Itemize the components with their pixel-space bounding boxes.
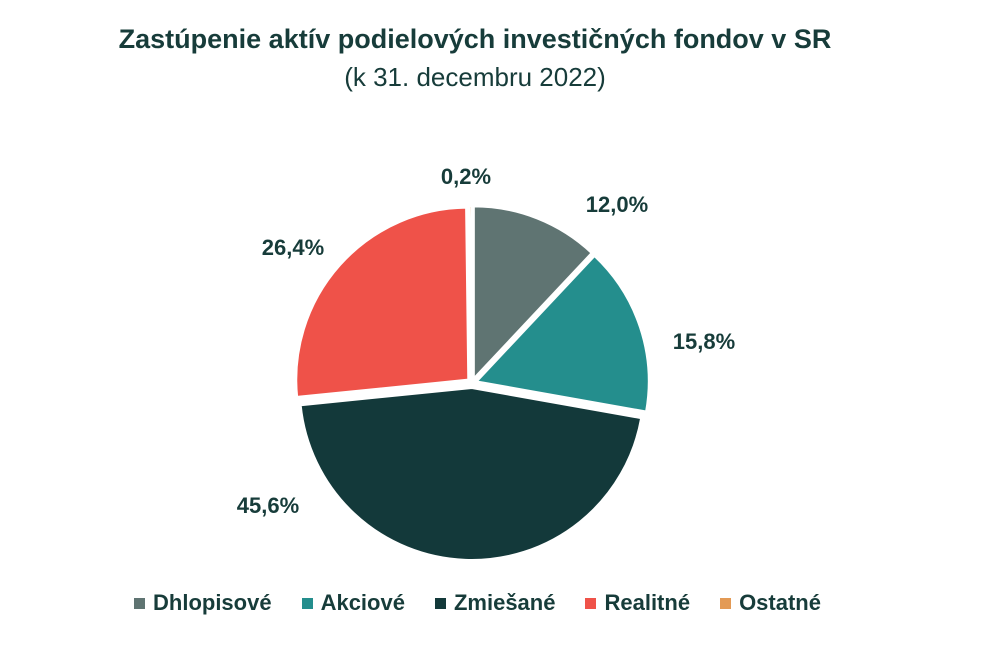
legend-item-ostatné: Ostatné — [720, 590, 821, 616]
pie-slice-ostatné — [468, 204, 473, 379]
data-label-dhlopisové: 12,0% — [586, 192, 648, 217]
legend-label: Akciové — [320, 590, 405, 615]
legend-label: Realitné — [604, 590, 691, 615]
chart-subtitle: (k 31. decembru 2022) — [344, 62, 606, 92]
legend-item-akciové: Akciové — [301, 590, 405, 616]
legend-swatch — [585, 597, 597, 609]
chart-title-block: Zastúpenie aktív podielových investičnýc… — [0, 20, 950, 95]
legend-item-zmiešané: Zmiešané — [434, 590, 556, 616]
legend-label: Dhlopisové — [153, 590, 272, 615]
legend-label: Zmiešané — [453, 590, 556, 615]
legend-swatch — [301, 597, 313, 609]
pie-slice-zmiešané — [299, 386, 643, 561]
legend-item-dhlopisové: Dhlopisové — [134, 590, 272, 616]
legend-swatch — [720, 597, 732, 609]
legend-label: Ostatné — [739, 590, 821, 615]
pie-slice-dhlopisové — [472, 205, 593, 381]
data-label-zmiešané: 45,6% — [237, 493, 299, 518]
data-label-ostatné: 0,2% — [441, 164, 491, 189]
legend: Dhlopisové Akciové Zmiešané Realitné Ostatné — [0, 590, 955, 616]
legend-swatch — [434, 597, 446, 609]
pie-slice-realitné — [295, 206, 470, 399]
pie-slices — [295, 204, 650, 561]
pie-slice-akciové — [474, 254, 650, 413]
data-label-akciové: 15,8% — [673, 329, 735, 354]
legend-item-realitné: Realitné — [585, 590, 690, 616]
data-label-realitné: 26,4% — [262, 235, 324, 260]
legend-swatch — [134, 597, 145, 609]
data-labels: 12,0% 15,8% 45,6% 26,4% 0,2% — [237, 164, 735, 518]
chart-title: Zastúpenie aktív podielových investičnýc… — [118, 24, 832, 54]
